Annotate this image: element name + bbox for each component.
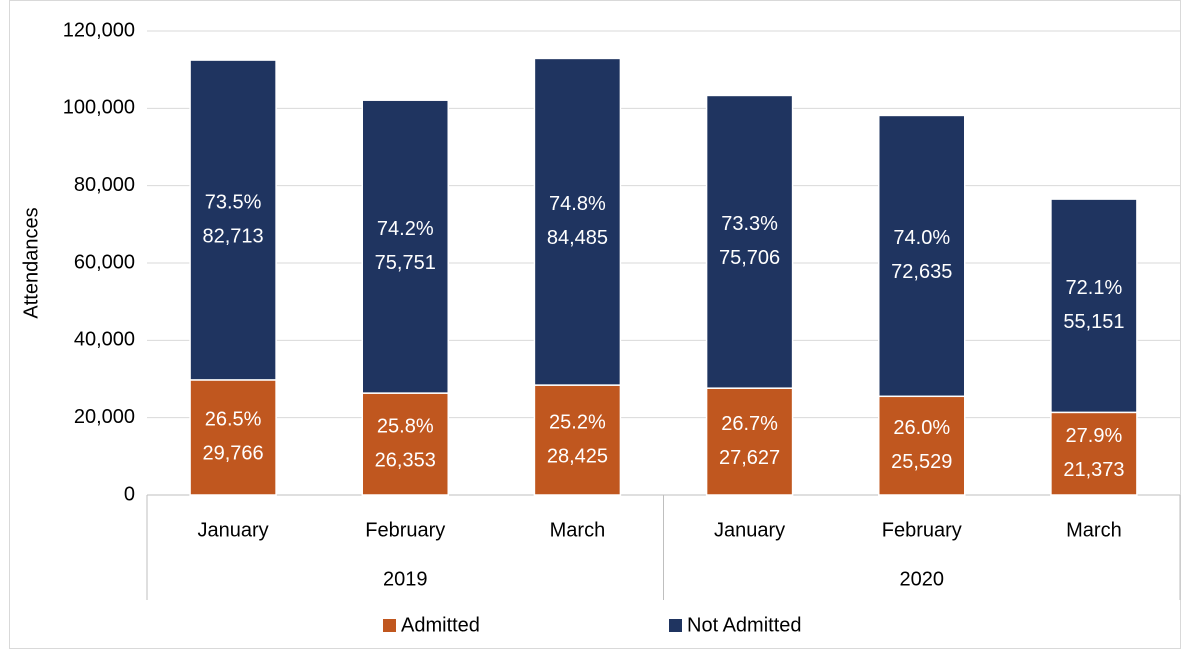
y-tick-label: 80,000 — [74, 174, 135, 196]
value-label: 75,751 — [375, 252, 436, 274]
value-label: 84,485 — [547, 227, 608, 249]
percent-label: 73.5% — [205, 191, 262, 213]
value-label: 55,151 — [1063, 311, 1124, 333]
y-tick-label: 120,000 — [63, 19, 135, 41]
bar-segment — [705, 387, 794, 496]
x-tick-label: March — [550, 519, 606, 541]
bar-segment — [1050, 198, 1138, 414]
bar-segment — [878, 395, 966, 496]
x-tick-label: January — [198, 519, 269, 541]
value-label: 82,713 — [202, 225, 263, 247]
bar-segment — [533, 384, 622, 496]
bar-segment — [361, 392, 449, 496]
value-label: 72,635 — [891, 261, 952, 283]
bar-segment — [1050, 411, 1138, 496]
legend-label: Not Admitted — [687, 614, 802, 636]
value-label: 29,766 — [202, 443, 263, 465]
percent-label: 25.2% — [549, 411, 606, 433]
value-label: 75,706 — [719, 247, 780, 269]
x-tick-label: March — [1066, 519, 1122, 541]
group-label: 2019 — [383, 568, 428, 590]
percent-label: 26.7% — [721, 413, 778, 435]
y-axis-title: Attendances — [20, 207, 42, 318]
legend-swatch — [669, 619, 682, 632]
value-label: 25,529 — [891, 451, 952, 473]
bar-segment — [189, 379, 277, 496]
y-tick-label: 60,000 — [74, 251, 135, 273]
bar-segment — [533, 57, 622, 386]
value-label: 28,425 — [547, 445, 608, 467]
y-tick-label: 0 — [124, 483, 135, 505]
value-label: 26,353 — [375, 449, 436, 471]
group-label: 2020 — [900, 568, 945, 590]
y-tick-label: 100,000 — [63, 97, 135, 119]
percent-label: 73.3% — [721, 213, 778, 235]
percent-label: 72.1% — [1066, 277, 1123, 299]
bar-segment — [705, 94, 794, 389]
legend-label: Admitted — [401, 614, 480, 636]
percent-label: 74.8% — [549, 193, 606, 215]
percent-label: 26.5% — [205, 409, 262, 431]
y-tick-label: 20,000 — [74, 406, 135, 428]
percent-label: 25.8% — [377, 415, 434, 437]
x-tick-label: February — [365, 519, 445, 541]
y-tick-label: 40,000 — [74, 329, 135, 351]
value-label: 21,373 — [1063, 459, 1124, 481]
bar-segment — [361, 99, 449, 394]
bar-segment — [878, 114, 966, 398]
x-tick-label: February — [882, 519, 962, 541]
x-tick-label: January — [714, 519, 785, 541]
value-label: 27,627 — [719, 447, 780, 469]
percent-label: 26.0% — [893, 417, 950, 439]
legend-swatch — [383, 619, 396, 632]
bar-segment — [189, 59, 277, 381]
percent-label: 74.2% — [377, 218, 434, 240]
percent-label: 27.9% — [1066, 425, 1123, 447]
percent-label: 74.0% — [893, 227, 950, 249]
